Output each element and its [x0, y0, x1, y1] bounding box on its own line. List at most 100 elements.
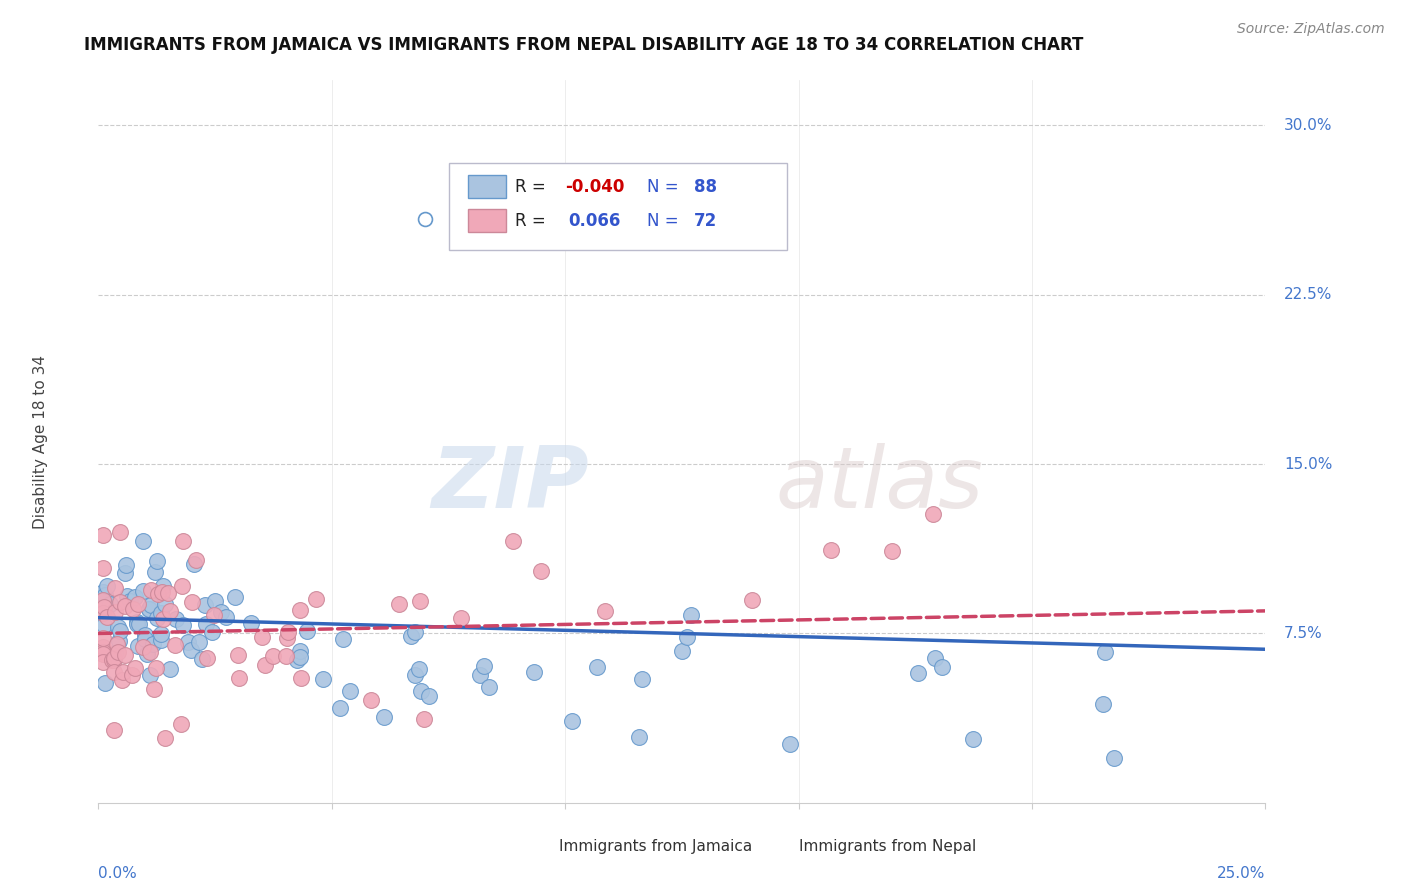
Point	[149, 633, 172, 648]
Point	[204, 594, 226, 608]
Point	[214, 610, 236, 624]
Point	[91, 645, 114, 659]
Point	[191, 651, 214, 665]
Point	[181, 595, 204, 609]
Point	[128, 616, 150, 631]
Point	[149, 606, 172, 620]
Point	[922, 508, 945, 522]
Text: 25.0%: 25.0%	[1218, 866, 1265, 881]
Point	[675, 631, 697, 645]
Text: -0.040: -0.040	[565, 178, 624, 196]
Point	[155, 597, 177, 611]
Point	[91, 655, 114, 669]
Text: 7.5%: 7.5%	[1284, 626, 1323, 641]
Point	[127, 639, 149, 653]
FancyBboxPatch shape	[468, 175, 506, 198]
Point	[194, 599, 217, 613]
Point	[165, 638, 187, 652]
Point	[96, 579, 118, 593]
Point	[157, 586, 180, 600]
Point	[110, 524, 132, 539]
Point	[91, 528, 114, 542]
Point	[288, 644, 311, 658]
Point	[924, 651, 946, 665]
Point	[741, 592, 763, 607]
Point	[172, 533, 194, 548]
Point	[418, 689, 440, 703]
Point	[138, 601, 160, 615]
Point	[388, 597, 411, 611]
Text: N =: N =	[647, 178, 683, 196]
Point	[114, 558, 136, 573]
Point	[172, 618, 194, 632]
Point	[112, 665, 135, 679]
Point	[93, 600, 115, 615]
Point	[96, 610, 118, 624]
Point	[105, 637, 128, 651]
Text: Disability Age 18 to 34: Disability Age 18 to 34	[32, 354, 48, 529]
Point	[411, 683, 433, 698]
Point	[1092, 697, 1115, 711]
Point	[103, 665, 125, 679]
Point	[630, 673, 652, 687]
Point	[472, 659, 495, 673]
Point	[124, 661, 146, 675]
Point	[139, 645, 162, 659]
Point	[170, 717, 193, 731]
Point	[277, 624, 299, 639]
Point	[209, 606, 232, 620]
Point	[202, 608, 225, 623]
Point	[108, 595, 131, 609]
Point	[107, 634, 129, 648]
Text: Immigrants from Nepal: Immigrants from Nepal	[799, 838, 976, 854]
Point	[172, 579, 194, 593]
Text: 30.0%: 30.0%	[1284, 118, 1333, 133]
Point	[121, 602, 143, 616]
Point	[408, 662, 430, 676]
Point	[404, 668, 426, 682]
Point	[91, 561, 114, 575]
Point	[404, 624, 426, 639]
Point	[103, 651, 125, 665]
Point	[373, 710, 395, 724]
Point	[91, 648, 114, 662]
Point	[262, 648, 284, 663]
Text: 88: 88	[693, 178, 717, 196]
Point	[139, 583, 162, 598]
Point	[142, 637, 165, 651]
FancyBboxPatch shape	[758, 837, 790, 857]
Point	[91, 631, 114, 645]
Point	[159, 662, 181, 676]
Point	[125, 615, 148, 629]
Point	[94, 588, 117, 602]
Point	[153, 731, 176, 745]
Point	[201, 624, 224, 639]
Text: N =: N =	[647, 212, 683, 230]
Point	[165, 612, 187, 626]
Point	[91, 640, 114, 654]
Point	[360, 692, 382, 706]
Point	[931, 660, 953, 674]
Point	[184, 553, 207, 567]
Point	[152, 612, 174, 626]
Point	[478, 680, 501, 694]
Point	[907, 665, 929, 680]
FancyBboxPatch shape	[468, 209, 506, 232]
Point	[159, 604, 181, 618]
Point	[627, 730, 650, 744]
Point	[180, 643, 202, 657]
FancyBboxPatch shape	[449, 163, 787, 250]
Point	[413, 713, 436, 727]
Point	[121, 668, 143, 682]
Point	[100, 597, 122, 611]
Point	[502, 534, 524, 549]
Point	[115, 590, 138, 604]
Point	[134, 632, 156, 647]
Point	[339, 684, 361, 698]
Point	[104, 582, 127, 596]
Point	[93, 675, 115, 690]
Point	[152, 579, 174, 593]
Point	[880, 544, 903, 558]
Point	[329, 701, 352, 715]
Point	[177, 635, 200, 649]
